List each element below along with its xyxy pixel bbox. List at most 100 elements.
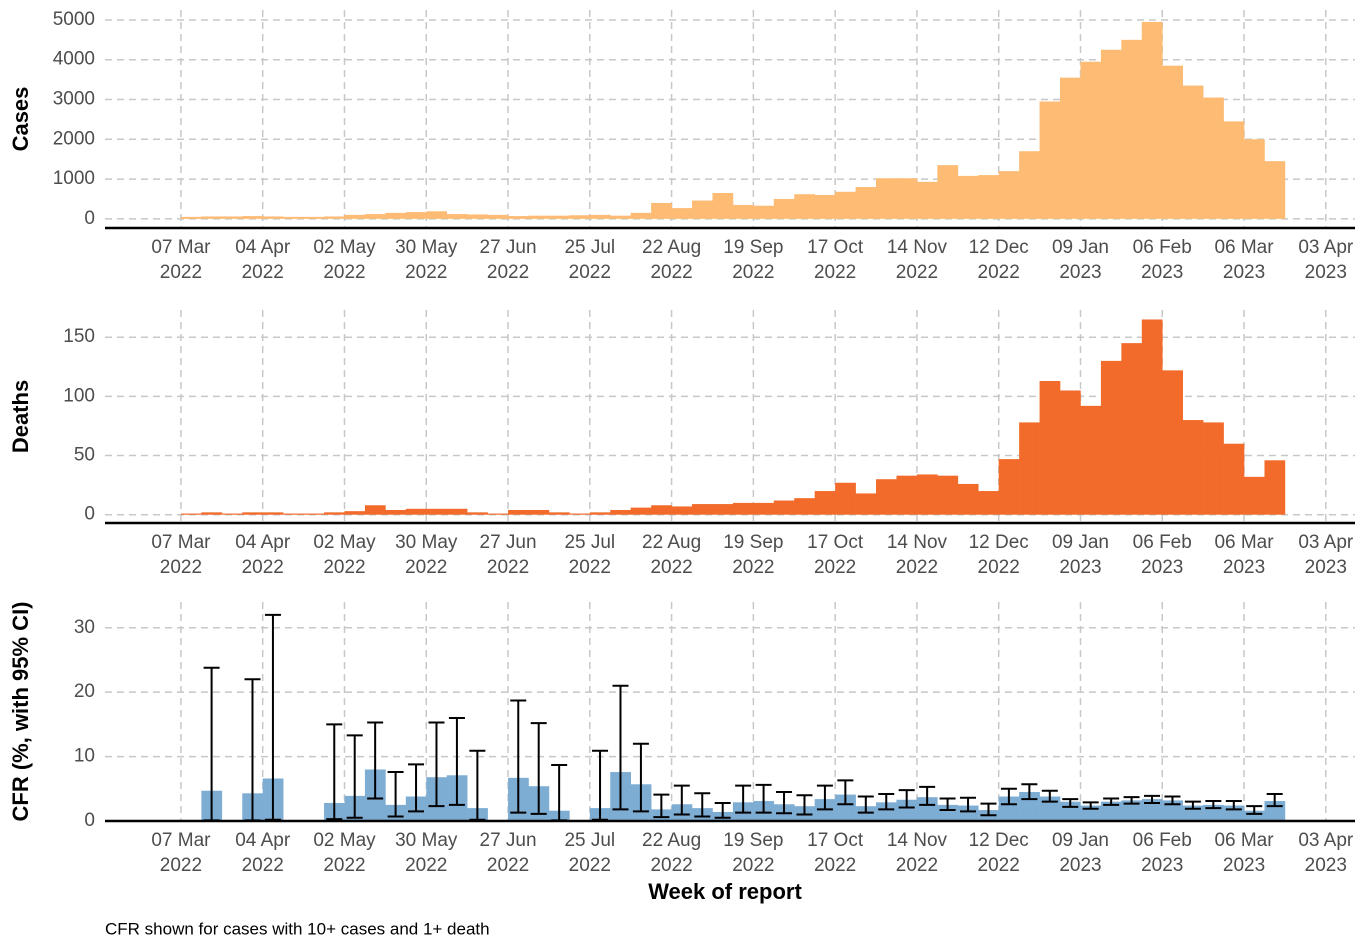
bar	[876, 479, 897, 515]
x-tick-label: 25 Jul 2022	[564, 830, 615, 876]
error-bar	[367, 721, 384, 800]
bar	[385, 212, 407, 219]
bar	[998, 459, 1020, 515]
x-tick-label: 30 May 2022	[395, 830, 458, 876]
bar	[835, 191, 856, 219]
x-tick-label: 09 Jan 2023	[1052, 532, 1109, 578]
x-tick-label: 14 Nov 2022	[887, 830, 948, 876]
bar	[957, 175, 979, 219]
bar	[1223, 443, 1245, 515]
error-bar	[735, 784, 752, 814]
bar	[1223, 121, 1245, 219]
bar	[344, 214, 366, 219]
x-tick-label: 17 Oct 2022	[807, 237, 864, 283]
bar	[814, 194, 836, 219]
x-tick-label: 02 May 2022	[313, 830, 376, 876]
error-bar	[1205, 800, 1222, 810]
bar	[814, 491, 836, 515]
x-tick-label: 22 Aug 2022	[642, 237, 701, 283]
bar	[712, 504, 734, 515]
bar	[998, 796, 1020, 821]
bar	[794, 194, 815, 219]
x-tick-label: 14 Nov 2022	[887, 532, 948, 578]
bar	[773, 198, 795, 219]
y-tick-label: 0	[84, 208, 95, 229]
bar	[589, 214, 611, 219]
bar	[978, 175, 999, 219]
bar	[957, 483, 979, 515]
bar	[1203, 422, 1224, 515]
bar	[896, 475, 918, 515]
bar	[998, 171, 1020, 219]
bar	[1060, 77, 1081, 219]
error-bar	[592, 749, 609, 821]
bar	[405, 508, 427, 515]
error-bar	[673, 784, 690, 816]
bar	[855, 187, 877, 219]
bar	[364, 214, 386, 219]
y-axis-title: Deaths	[8, 380, 33, 453]
error-bar	[653, 793, 670, 819]
x-tick-label: 25 Jul 2022	[564, 237, 615, 283]
bar	[221, 513, 243, 515]
bar	[610, 215, 632, 219]
bar	[1203, 97, 1224, 219]
error-bar	[448, 716, 465, 806]
error-bar	[755, 783, 772, 814]
bar	[1080, 405, 1102, 515]
bar	[1244, 139, 1265, 219]
x-tick-label: 04 Apr 2022	[235, 830, 291, 876]
bar	[1019, 422, 1040, 515]
bar	[651, 505, 672, 515]
bar	[712, 192, 734, 219]
x-tick-label: 25 Jul 2022	[564, 532, 615, 578]
error-bar	[1266, 792, 1283, 808]
bar	[1100, 360, 1122, 515]
y-tick-label: 20	[74, 681, 95, 702]
bar	[1264, 161, 1286, 219]
x-tick-label: 09 Jan 2023	[1052, 237, 1109, 283]
bar	[1121, 39, 1143, 219]
bar	[221, 216, 243, 219]
x-tick-label: 06 Mar 2023	[1214, 830, 1274, 876]
bar	[692, 200, 713, 219]
bar	[344, 511, 366, 515]
y-axis-title: CFR (%, with 95% CI)	[8, 601, 33, 821]
error-bar	[1082, 801, 1099, 810]
error-bar	[510, 699, 527, 814]
error-bar	[919, 785, 936, 806]
bar	[855, 493, 877, 515]
bar	[446, 214, 468, 219]
error-bar	[530, 722, 547, 815]
x-tick-label: 19 Sep 2022	[723, 237, 783, 283]
bar	[1141, 799, 1163, 821]
bar	[978, 491, 999, 515]
y-tick-label: 150	[63, 326, 95, 347]
bar	[1080, 61, 1102, 219]
error-bar	[960, 796, 977, 813]
y-tick-label: 1000	[53, 168, 95, 189]
bar	[1244, 476, 1265, 515]
bar	[916, 181, 938, 219]
y-tick-label: 100	[63, 385, 95, 406]
y-tick-label: 30	[74, 617, 95, 638]
bar	[896, 799, 918, 821]
bar	[385, 509, 407, 515]
bar	[426, 211, 448, 219]
y-tick-label: 5000	[53, 9, 95, 30]
x-tick-label: 03 Apr 2023	[1298, 830, 1354, 876]
y-tick-label: 50	[74, 445, 95, 466]
bar	[1100, 49, 1122, 219]
error-bar	[408, 763, 425, 813]
x-tick-label: 30 May 2022	[395, 237, 458, 283]
bar	[303, 216, 325, 219]
bar	[508, 216, 529, 219]
x-tick-label: 14 Nov 2022	[887, 237, 948, 283]
bar	[487, 513, 509, 515]
bar	[405, 212, 427, 219]
bar	[569, 215, 591, 219]
bar	[1182, 85, 1204, 219]
bar	[201, 512, 223, 515]
bar	[671, 506, 693, 515]
x-tick-label: 09 Jan 2023	[1052, 830, 1109, 876]
